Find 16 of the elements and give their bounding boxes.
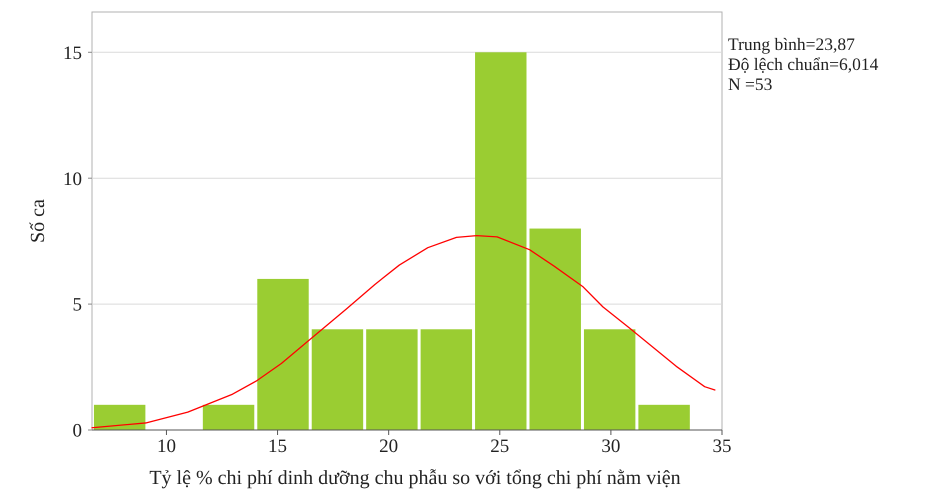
x-tick-label: 25 [490, 436, 510, 457]
x-tick-label: 35 [712, 436, 732, 457]
x-axis-title: Tỷ lệ % chi phí dinh dưỡng chu phẫu so với tổng chi phí nằm viện [149, 467, 681, 489]
y-axis-title: Số ca [27, 198, 49, 243]
line-series [91, 234, 716, 428]
y-tick-label: 15 [63, 42, 82, 64]
y-tick-label: 5 [72, 294, 82, 316]
x-tick-label: 15 [268, 436, 288, 457]
text: N =53 [728, 74, 773, 94]
x-tick-label: 10 [156, 436, 176, 457]
y-tick-label: 10 [63, 168, 82, 190]
text: Độ lệch chuẩn=6,014 [728, 54, 879, 74]
y-tick-label: 0 [72, 420, 82, 442]
text: Trung bình=23,87 [728, 34, 856, 54]
x-tick-label: 30 [601, 436, 620, 457]
x-tick-label: 20 [379, 436, 398, 457]
